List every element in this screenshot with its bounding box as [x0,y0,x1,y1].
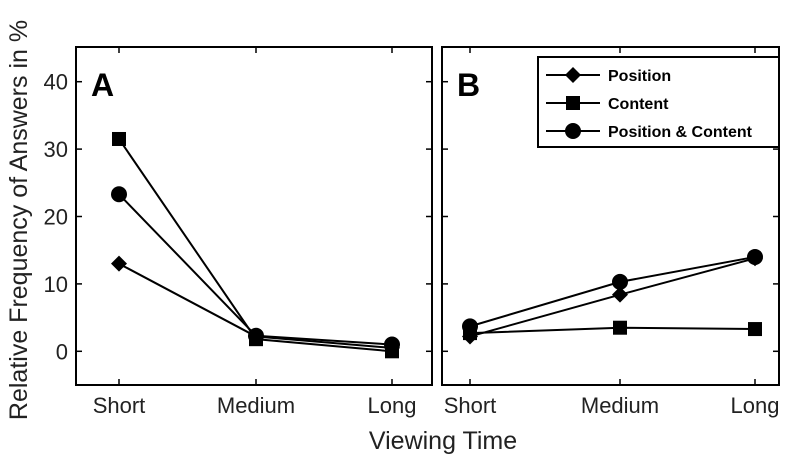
marker-position-content-circle [111,186,127,203]
legend-position-label: Position [608,68,671,85]
panel-a-x-tick-label: Medium [217,393,295,418]
marker-position-diamond [111,255,127,272]
marker-position-content-circle [248,327,264,344]
marker-position-content-circle [384,336,400,353]
y-tick-label: 20 [44,205,68,230]
marker-content-square [112,131,126,146]
panel-a-x-tick-label: Long [368,393,417,418]
panel-b-x-tick-label: Long [731,393,780,418]
marker-position-diamond [612,286,628,303]
marker-position-content-circle [747,248,763,265]
y-axis-title: Relative Frequency of Answers in % [5,20,33,420]
panel-b-x-tick-label: Short [444,393,497,418]
y-tick-label: 10 [44,272,68,297]
marker-position-content-circle [462,318,478,335]
marker-position-content-circle [612,273,628,290]
y-tick-label: 0 [56,339,68,364]
marker-content-square [613,320,627,335]
chart-panels: 0 10 20 30 40 Short Medium Long A Short Medium Long… [44,46,780,418]
legend-position-content-label: Position & Content [608,124,753,141]
panel-a-x-tick-label: Short [93,393,146,418]
panel-b-label: B [457,67,480,103]
y-tick-label: 30 [44,137,68,162]
series-line-content [469,326,756,335]
panel-a-label: A [91,67,114,103]
series-line-position [469,257,756,338]
marker-legend-position-content-circle [565,123,581,139]
marker-content-square [748,322,762,337]
marker-legend-position-diamond [565,67,581,83]
panel-b-x-tick-label: Medium [581,393,659,418]
y-tick-label: 40 [44,70,68,95]
series-line-content [118,138,393,353]
series-line-position-content [469,255,756,328]
x-axis-title: Viewing Time [369,427,517,455]
legend-content-label: Content [608,96,669,113]
series-line-position-content [118,193,393,346]
marker-legend-content-square [566,96,580,110]
